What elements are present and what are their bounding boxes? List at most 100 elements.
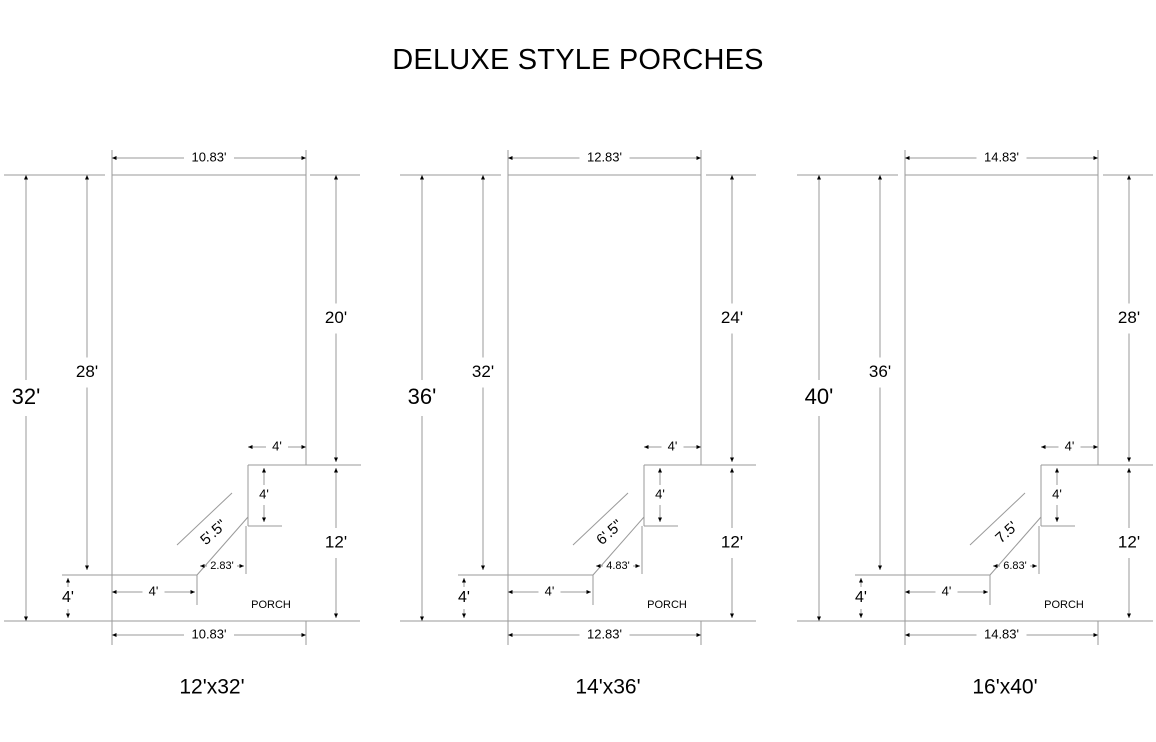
inner-offset-dim-arrow — [200, 564, 205, 568]
inner-offset-dim-arrow — [635, 564, 640, 568]
main-length-dim-arrow — [85, 565, 89, 570]
top-width-dim-arrow — [508, 156, 513, 160]
main-length-dim-label: 28' — [76, 362, 98, 381]
bottom-width-dim-arrow — [1093, 633, 1098, 637]
bottom-left-dim-label: 4' — [545, 583, 555, 598]
porch-depth-dim-arrow — [859, 613, 863, 618]
overall-length-dim-arrow — [817, 616, 821, 621]
step-height-dim-arrow — [1055, 517, 1059, 522]
porch-label: PORCH — [1044, 599, 1084, 611]
overall-length-dim-arrow — [420, 175, 424, 180]
main-length-dim-arrow — [481, 175, 485, 180]
right-lower-dim-arrow — [1127, 613, 1131, 618]
bottom-width-dim-label: 12.83' — [587, 626, 622, 641]
porch-depth-dim-arrow — [66, 613, 70, 618]
step-top-dim-arrow — [1093, 445, 1098, 449]
overall-length-dim-label: 36' — [408, 384, 437, 409]
overall-length-dim-arrow — [817, 175, 821, 180]
top-width-dim-label: 14.83' — [984, 149, 1019, 164]
right-upper-dim-label: 24' — [721, 308, 743, 327]
right-lower-dim-arrow — [334, 468, 338, 473]
step-top-dim-arrow — [248, 445, 253, 449]
diagonal-dim-line — [969, 492, 1026, 546]
porch-depth-dim-label: 4' — [62, 589, 74, 606]
inner-offset-dim-arrow — [993, 564, 998, 568]
plan-name: 14'x36' — [575, 676, 640, 699]
right-lower-dim-label: 12' — [721, 532, 743, 551]
bottom-width-dim-label: 14.83' — [984, 626, 1019, 641]
plan-name: 12'x32' — [179, 676, 244, 699]
right-upper-dim-arrow — [1127, 457, 1131, 462]
top-width-dim-arrow — [112, 156, 117, 160]
right-lower-dim-arrow — [730, 613, 734, 618]
plan-2: 12.83'12.83'36'32'4'24'12'4'4'4.83'4'6'.… — [400, 149, 756, 699]
porch-label: PORCH — [647, 599, 687, 611]
outline-diagonal — [989, 516, 1042, 576]
right-upper-dim-arrow — [730, 457, 734, 462]
outline-diagonal — [592, 516, 645, 576]
porch-depth-dim-arrow — [66, 578, 70, 583]
step-top-dim-arrow — [696, 445, 701, 449]
plan-3: 14.83' 14.83' 40' 36' 4' 28' 12' 4' 4' 6.83' 4' 7.5… — [797, 149, 1153, 699]
top-width-dim-arrow — [696, 156, 701, 160]
step-top-dim-arrow — [644, 445, 649, 449]
overall-length-dim-label: 40' — [805, 384, 834, 409]
step-top-dim-label: 4' — [272, 438, 282, 453]
bottom-left-dim-label: 4' — [942, 583, 952, 598]
right-upper-dim-label: 28' — [1118, 308, 1140, 327]
overall-length-dim-label: 32' — [12, 384, 41, 409]
overall-length-dim-arrow — [420, 616, 424, 621]
right-lower-dim-label: 12' — [1118, 532, 1140, 551]
right-upper-dim-label: 20' — [325, 308, 347, 327]
bottom-left-dim-arrow — [905, 590, 910, 594]
top-width-dim-arrow — [1093, 156, 1098, 160]
right-upper-dim-arrow — [334, 457, 338, 462]
inner-offset-dim-arrow — [239, 564, 244, 568]
porch-depth-dim-arrow — [462, 578, 466, 583]
porch-depth-dim-arrow — [859, 578, 863, 583]
porch-depth-dim-arrow — [462, 613, 466, 618]
step-height-dim-arrow — [658, 468, 662, 473]
porch-label: PORCH — [251, 599, 291, 611]
diagonal-dim-line — [176, 492, 233, 546]
outline-diagonal — [196, 516, 249, 576]
right-lower-dim-arrow — [334, 613, 338, 618]
right-upper-dim-arrow — [730, 175, 734, 180]
right-lower-dim-arrow — [1127, 468, 1131, 473]
main-length-dim-arrow — [85, 175, 89, 180]
step-height-dim-arrow — [1055, 468, 1059, 473]
inner-offset-dim-arrow — [596, 564, 601, 568]
inner-offset-dim-label: 2.83' — [210, 560, 234, 572]
bottom-left-dim-arrow — [508, 590, 513, 594]
top-width-dim-arrow — [301, 156, 306, 160]
step-height-dim-arrow — [262, 517, 266, 522]
top-width-dim-label: 12.83' — [587, 149, 622, 164]
bottom-left-dim-label: 4' — [149, 583, 159, 598]
porch-depth-dim-label: 4' — [458, 589, 470, 606]
plan-1: 10.83'10.83'32'28'4'20'12'4'4'2.83'4'5'.… — [4, 149, 361, 699]
bottom-width-dim-arrow — [696, 633, 701, 637]
diagonal-dim-line — [572, 492, 629, 546]
main-length-dim-label: 36' — [869, 362, 891, 381]
top-width-dim-label: 10.83' — [191, 149, 226, 164]
main-length-dim-arrow — [878, 565, 882, 570]
main-length-dim-arrow — [878, 175, 882, 180]
plan-name: 16'x40' — [972, 676, 1037, 699]
bottom-left-dim-arrow — [190, 590, 195, 594]
step-top-dim-label: 4' — [1065, 438, 1075, 453]
step-height-dim-arrow — [262, 468, 266, 473]
step-height-dim-label: 4' — [655, 486, 665, 501]
top-width-dim-arrow — [905, 156, 910, 160]
overall-length-dim-arrow — [24, 175, 28, 180]
bottom-width-dim-arrow — [112, 633, 117, 637]
step-top-dim-label: 4' — [668, 438, 678, 453]
bottom-left-dim-arrow — [112, 590, 117, 594]
right-upper-dim-arrow — [1127, 175, 1131, 180]
bottom-width-dim-arrow — [301, 633, 306, 637]
right-lower-dim-arrow — [730, 468, 734, 473]
bottom-left-dim-arrow — [586, 590, 591, 594]
right-upper-dim-arrow — [334, 175, 338, 180]
diagonal-label: 7.5' — [992, 518, 1021, 547]
step-top-dim-arrow — [301, 445, 306, 449]
